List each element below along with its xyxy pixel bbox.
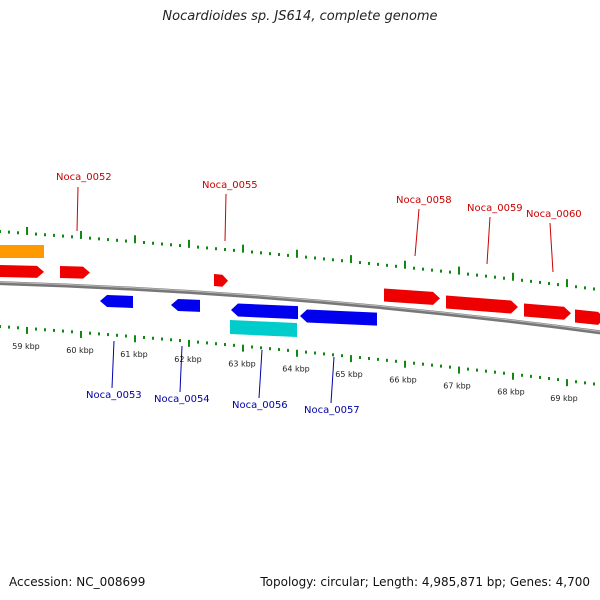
forward-gene-feature[interactable] — [0, 265, 44, 278]
genome-backbone-highlight — [0, 281, 600, 332]
leader-line — [179, 345, 183, 393]
tick-label: 60 kbp — [66, 346, 94, 355]
forward-gene-label[interactable]: Noca_0052 — [56, 172, 112, 183]
tick-label: 69 kbp — [550, 394, 578, 403]
gene-labels: Noca_0052Noca_0055Noca_0058Noca_0059Noca… — [56, 172, 582, 416]
reverse-gene-label[interactable]: Noca_0054 — [154, 394, 210, 405]
forward-gene-feature[interactable] — [60, 266, 90, 279]
leader-line — [486, 216, 491, 265]
genome-summary-text: Topology: circular; Length: 4,985,871 bp… — [260, 575, 590, 589]
leader-line — [76, 186, 79, 232]
other-feature[interactable] — [230, 320, 297, 337]
forward-gene-feature[interactable] — [575, 309, 600, 325]
reverse-gene-feature[interactable] — [100, 295, 133, 308]
tick-label: 65 kbp — [335, 370, 363, 379]
forward-gene-feature[interactable] — [214, 274, 228, 287]
tick-label: 62 kbp — [174, 355, 202, 364]
forward-gene-label[interactable]: Noca_0055 — [202, 180, 258, 191]
rna-gene-feature[interactable] — [0, 245, 44, 258]
tick-label: 64 kbp — [282, 365, 310, 374]
leader-line — [549, 222, 554, 273]
leader-line — [111, 340, 115, 389]
reverse-gene-feature[interactable] — [171, 299, 200, 312]
leader-line — [224, 193, 227, 242]
leader-line — [258, 349, 263, 399]
leader-line — [330, 356, 335, 404]
reverse-gene-label[interactable]: Noca_0056 — [232, 400, 288, 411]
tick-label: 67 kbp — [443, 381, 471, 390]
forward-gene-feature[interactable] — [384, 288, 440, 305]
label-leader-lines — [76, 186, 554, 404]
tick-label: 61 kbp — [120, 350, 148, 359]
accession-text: Accession: NC_008699 — [9, 575, 146, 589]
tick-label: 68 kbp — [497, 388, 525, 397]
forward-gene-label[interactable]: Noca_0058 — [396, 195, 452, 206]
forward-tick-row — [0, 226, 595, 291]
forward-gene-feature[interactable] — [446, 295, 518, 314]
reverse-gene-label[interactable]: Noca_0053 — [86, 390, 142, 401]
reverse-gene-feature[interactable] — [300, 309, 377, 326]
forward-gene-feature[interactable] — [524, 303, 571, 320]
tick-label: 66 kbp — [389, 376, 417, 385]
tick-label: 63 kbp — [228, 360, 256, 369]
forward-gene-label[interactable]: Noca_0060 — [526, 209, 582, 220]
tick-label: 59 kbp — [12, 342, 40, 351]
genome-title: Nocardioides sp. JS614, complete genome — [162, 9, 438, 24]
genome-backbone — [0, 281, 600, 335]
leader-line — [414, 208, 420, 257]
reverse-gene-feature[interactable] — [231, 303, 298, 320]
feature-track — [0, 245, 600, 337]
reverse-gene-label[interactable]: Noca_0057 — [304, 405, 360, 416]
reverse-tick-row: 59 kbp 60 kbp 61 kbp 62 kbp 63 kbp 64 kbp 65 k… — [0, 325, 595, 403]
forward-gene-label[interactable]: Noca_0059 — [467, 203, 523, 214]
